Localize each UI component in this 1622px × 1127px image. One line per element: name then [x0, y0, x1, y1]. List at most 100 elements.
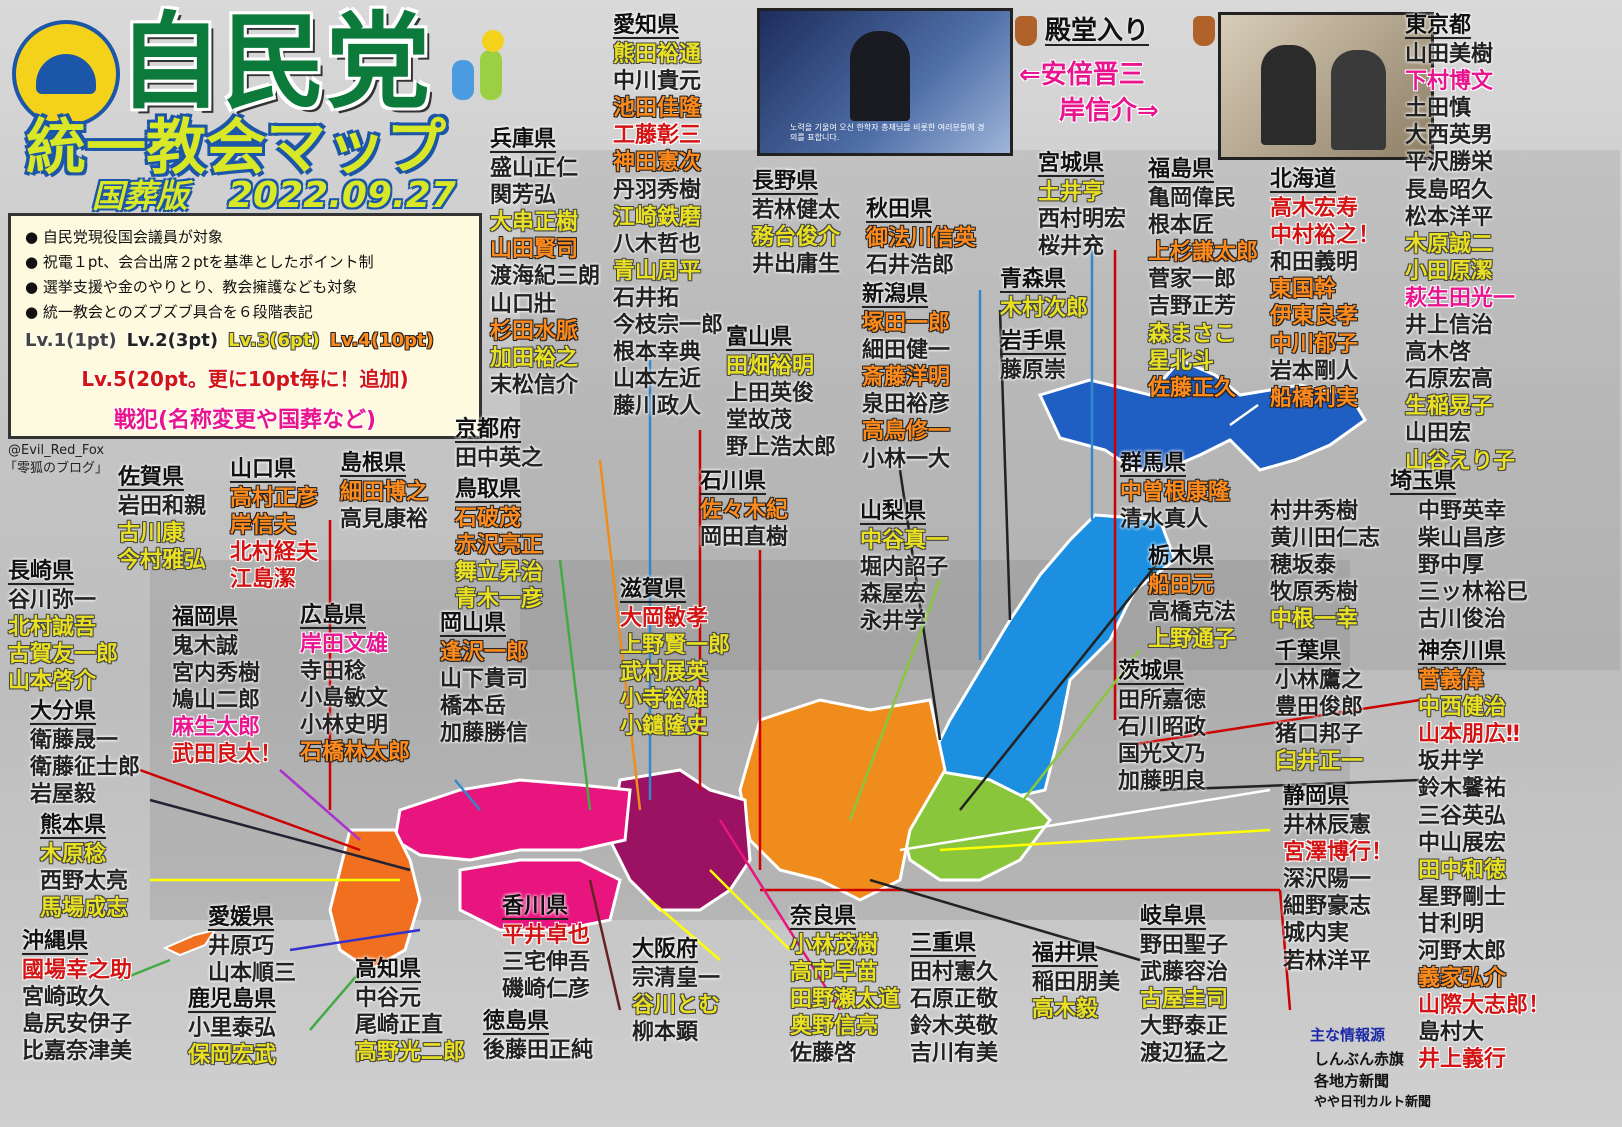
- legislator-name: 渡辺猛之: [1140, 1041, 1229, 1067]
- prefecture-group: 愛知県 熊田裕通 中川貴元 池田佳隆 工藤彰三 神田憲次 丹羽秀樹 江崎鉄磨 八木哲也 青山周平石…: [613, 14, 723, 418]
- prefecture-name: 秋田県: [866, 197, 933, 224]
- prefecture-name: 香川県: [502, 894, 569, 921]
- legislator-name: 盛山正仁: [490, 156, 579, 182]
- legislator-name: 杉田水脈: [490, 318, 579, 344]
- legislator-name: 中西健治: [1418, 695, 1507, 721]
- legislator-name: 江島潔: [230, 567, 297, 593]
- prefecture-group: 青森県 木村次郎: [1000, 268, 1088, 320]
- legislator-name: 岸田文雄: [300, 632, 389, 658]
- legislator-name: 尾崎正直: [355, 1013, 444, 1039]
- source-item: やや日刊カルト新聞: [1314, 1095, 1432, 1110]
- legislator-name: 上杉謙太郎: [1148, 240, 1259, 266]
- map-region-okinawa: [162, 928, 218, 957]
- prefecture-name: 長崎県: [8, 559, 75, 586]
- legislator-name: 宮澤博行！: [1283, 840, 1394, 866]
- legislator-name: 義家弘介: [1418, 966, 1507, 992]
- legislator-name: 三谷英弘: [1418, 803, 1507, 829]
- legislator-name: 高市早苗: [790, 960, 879, 986]
- legislator-name: 衛藤征士郎: [30, 755, 141, 781]
- legislator-name: 谷川弥一: [8, 588, 97, 614]
- vase-icon: [1015, 16, 1037, 46]
- legislator-name: 渡海紀三朗: [490, 264, 601, 290]
- legislator-name: 奥野信亮: [790, 1014, 879, 1040]
- level-5-label: Lv.5(20pt。更に10pt毎に！追加): [81, 367, 409, 391]
- legislator-name: 清水真人: [1120, 507, 1209, 533]
- legislator-name: 三ッ林裕巳: [1418, 580, 1529, 606]
- legislator-name: 山田賢司: [490, 237, 579, 263]
- legislator-name: 長島昭久: [1405, 177, 1494, 203]
- legislator-name: 細田博之: [340, 480, 429, 506]
- prefecture-group: 中野英幸 柴山昌彦 野中厚 三ッ林裕巳 古川俊治: [1418, 500, 1529, 632]
- legislator-name: 島村大: [1418, 1020, 1485, 1046]
- prefecture-group: 大阪府 宗清皇一 谷川とむ 柳本顕: [632, 938, 720, 1044]
- legislator-name: 鳩山二郎: [172, 688, 261, 714]
- speaker-figure: [850, 31, 910, 121]
- legislator-name: 吉川有美: [910, 1041, 999, 1067]
- legislator-name: 鈴木英敬: [910, 1014, 999, 1040]
- blog-credit: 「零狐のブログ」: [4, 461, 109, 476]
- legislator-name: 岩田和親: [118, 494, 207, 520]
- source-item: しんぶん赤旗: [1314, 1050, 1405, 1068]
- legislator-name: 萩生田光一: [1405, 285, 1516, 311]
- prefecture-group: 徳島県 後藤田正純: [483, 1010, 593, 1062]
- legislator-name: 根本幸典: [613, 340, 702, 366]
- legislator-name: 田畑裕明: [726, 354, 815, 380]
- handshake-photo: [1218, 12, 1434, 160]
- prefecture-name: 島根県: [340, 451, 407, 478]
- legislator-name: 伊東良孝: [1270, 304, 1359, 330]
- legislator-name: 今枝宗一郎: [613, 313, 724, 339]
- level-2-label: Lv.2(3pt): [126, 330, 219, 351]
- legislator-name: 御法川信英: [866, 226, 977, 252]
- legislator-name: 逢沢一郎: [440, 640, 529, 666]
- prefecture-group: 北海道 高木宏寿 中村裕之！ 和田義明 東国幹 伊東良孝 中川郁子 岩本剛人 船橋利実: [1270, 168, 1380, 410]
- legislator-name: 中谷真一: [860, 528, 949, 554]
- prefecture-group: 山口県 高村正彦 岸信夫 北村経夫 江島潔: [230, 458, 318, 591]
- legislator-name: 中山展宏: [1418, 830, 1507, 856]
- legislator-name: 国光文乃: [1118, 742, 1207, 768]
- legislator-name: 城内実: [1283, 921, 1350, 947]
- legislator-name: 西村明宏: [1038, 207, 1127, 233]
- prefecture-name: 岐阜県: [1140, 904, 1207, 931]
- prefecture-group: 富山県 田畑裕明 上田英俊 堂故茂 野上浩太郎: [726, 326, 836, 459]
- legislator-name: 田野瀬太道: [790, 987, 901, 1013]
- legislator-name: 関芳弘: [490, 183, 557, 209]
- legislator-name: 井林辰憲: [1283, 813, 1372, 839]
- legislator-name: 坂井学: [1418, 749, 1485, 775]
- legislator-name: 保岡宏武: [188, 1043, 277, 1069]
- map-region-chugoku: [393, 778, 632, 862]
- legislator-name: 平沢勝栄: [1405, 150, 1494, 176]
- legislator-name: 甘利明: [1418, 911, 1485, 937]
- legislator-name: 泉田裕彦: [862, 392, 951, 418]
- legislator-name: 小林茂樹: [790, 933, 879, 959]
- legislator-name: 黄川田仁志: [1270, 526, 1381, 552]
- prefecture-group: 愛媛県 井原巧 山本順三: [208, 906, 296, 985]
- legislator-name: 星北斗: [1148, 348, 1215, 374]
- legislator-name: 菅義偉: [1418, 668, 1485, 694]
- legislator-name: 麻生太郎: [172, 715, 261, 741]
- prefecture-name: 東京都: [1405, 13, 1472, 40]
- video-screenshot-photo: 노력을 기울여 오신 한학자 총재님을 비롯한 여러분들께 경의를 표합니다.: [757, 8, 1013, 156]
- hall-of-fame-title: 殿堂入り: [1045, 16, 1150, 46]
- legislator-name: 若林洋平: [1283, 948, 1372, 974]
- prefecture-name: 茨城県: [1118, 659, 1185, 686]
- sources-panel: 主な情報源 しんぶん赤旗 各地方新聞 やや日刊カルト新聞: [1310, 1028, 1470, 1123]
- prefecture-group: 群馬県 中曽根康隆 清水真人: [1120, 452, 1230, 531]
- legislator-name: 細野豪志: [1283, 894, 1372, 920]
- prefecture-name: 沖縄県: [22, 929, 89, 956]
- legislator-name: 馬場成志: [40, 896, 129, 922]
- legislator-name: 高木啓: [1405, 340, 1472, 366]
- legislator-name: 熊田裕通: [613, 42, 702, 68]
- legislator-name: 上野通子: [1148, 627, 1237, 653]
- legislator-name: 中根一幸: [1270, 607, 1359, 633]
- legislator-name: 中村裕之！: [1270, 223, 1381, 249]
- prefecture-name: 栃木県: [1148, 544, 1215, 571]
- prefecture-name: 鳥取県: [455, 477, 522, 504]
- legislator-name: 穂坂泰: [1270, 553, 1337, 579]
- legislator-name: 根本匠: [1148, 213, 1215, 239]
- prefecture-group: 島根県 細田博之 高見康裕: [340, 452, 428, 531]
- map-region-shikoku: [458, 858, 622, 932]
- legislator-name: 赤沢亮正: [455, 533, 544, 559]
- prefecture-name: 石川県: [700, 469, 767, 496]
- legend-rule: ● 祝電１pt、会合出席２ptを基準としたポイント制: [25, 253, 374, 271]
- legislator-name: 井出庸生: [752, 252, 841, 278]
